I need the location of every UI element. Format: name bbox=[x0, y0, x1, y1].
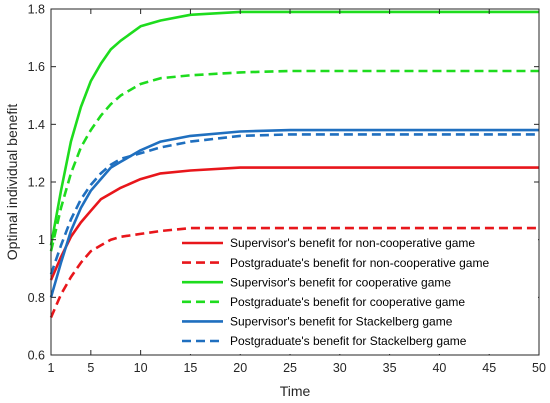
legend: Supervisor's benefit for non-cooperative… bbox=[173, 232, 538, 354]
series-layer bbox=[49, 10, 539, 319]
y-tick-label: 1 bbox=[38, 233, 45, 247]
legend-label-4: Postgraduate's benefit for cooperative g… bbox=[230, 295, 465, 309]
x-tick-label: 35 bbox=[383, 361, 397, 375]
series-line-2 bbox=[49, 226, 539, 319]
y-tick-label: 1.8 bbox=[28, 3, 45, 17]
x-tick-label: 40 bbox=[432, 361, 446, 375]
y-tick-label: 1.6 bbox=[28, 60, 45, 74]
legend-label-6: Postgraduate's benefit for Stackelberg g… bbox=[230, 334, 467, 348]
x-tick-label: 25 bbox=[283, 361, 297, 375]
x-tick-label: 45 bbox=[482, 361, 496, 375]
x-tick-label: 5 bbox=[87, 361, 94, 375]
series-line-6 bbox=[49, 133, 539, 275]
legend-label-3: Supervisor's benefit for cooperative gam… bbox=[230, 275, 451, 289]
y-tick-label: 0.8 bbox=[28, 291, 45, 305]
series-line-4 bbox=[49, 69, 539, 252]
y-tick-label: 1.4 bbox=[28, 118, 45, 132]
x-tick-label: 15 bbox=[183, 361, 197, 375]
y-axis-label: Optimal individual benefit bbox=[4, 104, 20, 261]
series-line-5 bbox=[49, 128, 539, 298]
y-tick-label: 1.2 bbox=[28, 176, 45, 190]
x-axis-label: Time bbox=[280, 383, 311, 399]
y-tick-label: 0.6 bbox=[28, 349, 45, 363]
series-line-3 bbox=[49, 10, 539, 246]
x-tick-label: 10 bbox=[134, 361, 148, 375]
x-tick-label: 50 bbox=[532, 361, 546, 375]
ticks-layer: 1 5 10 15 20 25 30 35 40 45 500.60.811.21.41.61.8 bbox=[28, 3, 546, 376]
legend-box bbox=[173, 232, 538, 354]
legend-label-5: Supervisor's benefit for Stackelberg gam… bbox=[230, 315, 453, 329]
x-tick-label: 1 bbox=[48, 361, 55, 375]
x-tick-label: 20 bbox=[233, 361, 247, 375]
legend-label-1: Supervisor's benefit for non-cooperative… bbox=[230, 236, 475, 250]
series-line-1 bbox=[49, 166, 539, 281]
legend-label-2: Postgraduate's benefit for non-cooperati… bbox=[230, 256, 489, 270]
x-tick-label: 30 bbox=[333, 361, 347, 375]
